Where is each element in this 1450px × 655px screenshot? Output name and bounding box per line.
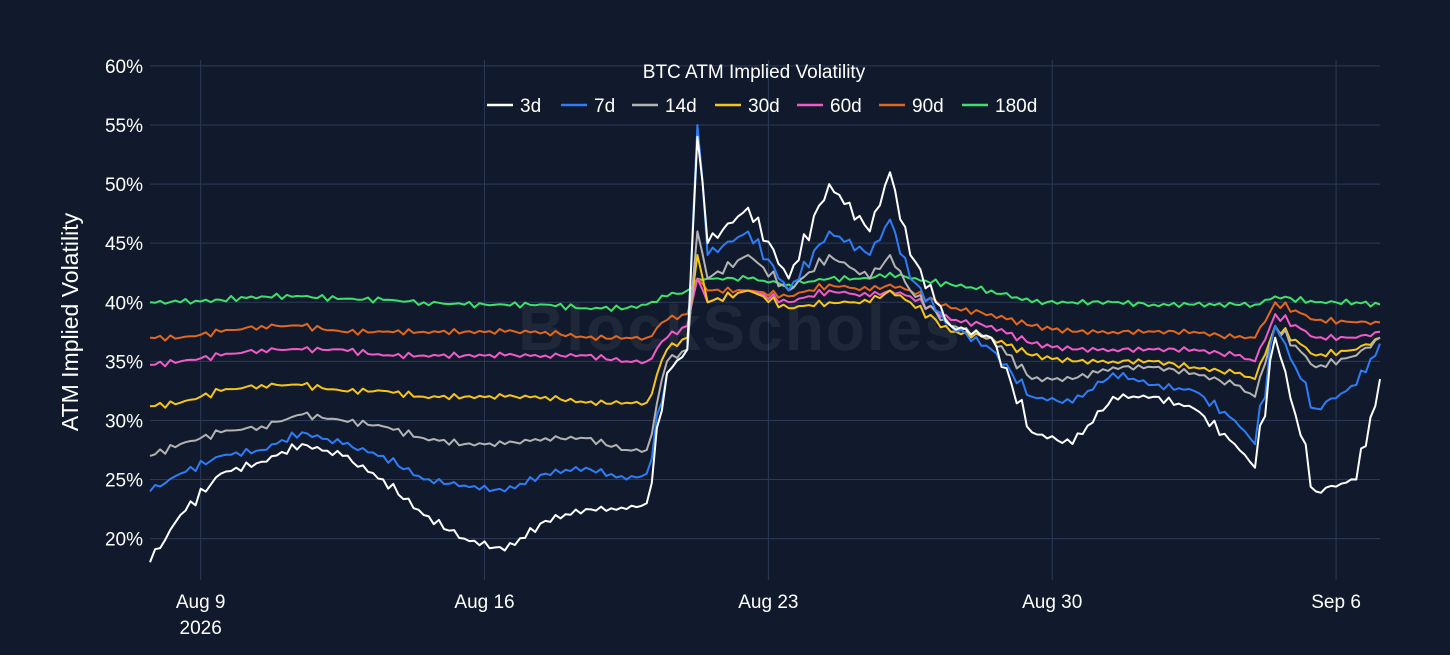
x-tick-label: Sep 6 <box>1311 592 1361 613</box>
y-tick-label: 60% <box>105 57 143 78</box>
series-line-90d <box>149 277 1381 342</box>
series-line-3d <box>149 135 1381 563</box>
legend-label: 30d <box>748 96 780 117</box>
series-line-30d <box>149 254 1381 409</box>
series-line-180d <box>149 271 1381 312</box>
x-tick-label: Aug 23 <box>738 592 798 613</box>
y-tick-label: 20% <box>105 530 143 551</box>
legend-item-60d[interactable]: 60d <box>797 96 862 117</box>
legend-label: 90d <box>912 96 944 117</box>
legend-item-30d[interactable]: 30d <box>715 96 780 117</box>
x-tick-label: Aug 16 <box>454 592 514 613</box>
legend-label: 7d <box>594 96 615 117</box>
legend-item-180d[interactable]: 180d <box>962 96 1037 117</box>
legend-item-7d[interactable]: 7d <box>561 96 615 117</box>
series-line-7d <box>149 124 1381 493</box>
y-tick-label: 55% <box>105 116 143 137</box>
legend-label: 180d <box>995 96 1037 117</box>
grid-lines <box>150 60 1380 580</box>
legend-label: 3d <box>520 96 541 117</box>
y-axis-title: ATM Implied Volatility <box>57 212 83 431</box>
legend-item-14d[interactable]: 14d <box>632 96 697 117</box>
y-tick-label: 30% <box>105 411 143 432</box>
x-tick-sublabel: 2026 <box>180 618 222 639</box>
legend-label: 14d <box>665 96 697 117</box>
legend-label: 60d <box>830 96 862 117</box>
y-tick-label: 25% <box>105 471 143 492</box>
legend-item-3d[interactable]: 3d <box>487 96 541 117</box>
legend-item-90d[interactable]: 90d <box>879 96 944 117</box>
watermark-text: BlockScholes <box>518 292 962 364</box>
series-line-60d <box>149 277 1381 368</box>
x-tick-label: Aug 30 <box>1022 592 1082 613</box>
y-tick-label: 40% <box>105 293 143 314</box>
x-tick-label: Aug 9 <box>176 592 226 613</box>
y-tick-label: 35% <box>105 352 143 373</box>
chart-legend: 3d 7d 14d 30d 60d 90d 180d <box>487 96 1037 117</box>
chart-title: BTC ATM Implied Volatility <box>643 62 866 83</box>
axis-labels: 20% 25% 30% 35% 40% 45% 50% 55% 60% Aug 9 2026 Aug … <box>105 57 1361 639</box>
series-line-14d <box>149 230 1381 457</box>
y-tick-label: 50% <box>105 175 143 196</box>
y-tick-label: 45% <box>105 234 143 255</box>
series-lines <box>149 124 1381 563</box>
